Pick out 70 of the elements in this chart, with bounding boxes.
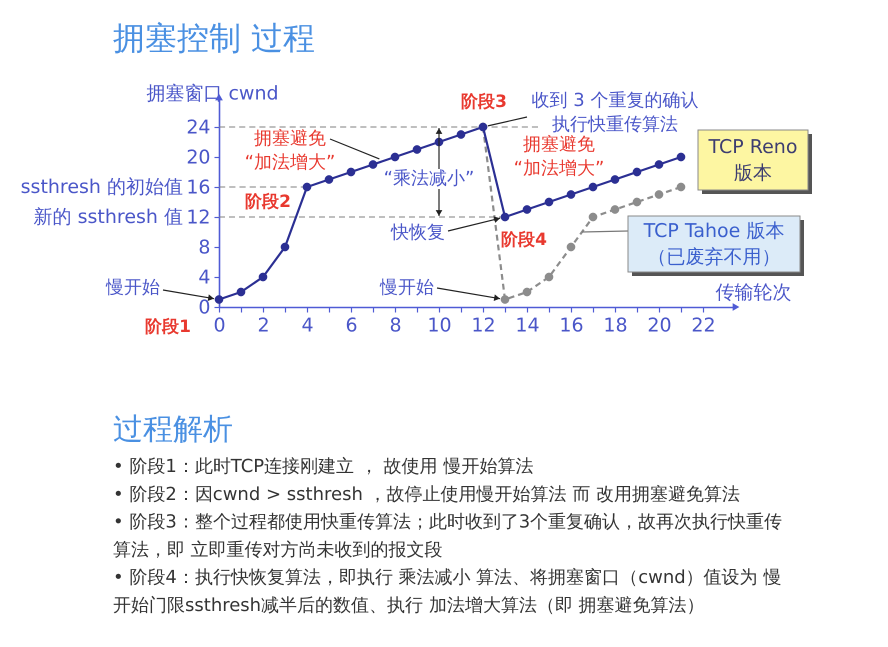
point — [544, 198, 554, 206]
x-tick-label: 14 — [515, 314, 540, 336]
chart-title: 拥塞控制 过程 — [113, 19, 316, 57]
annotation: 阶段3 — [461, 92, 507, 112]
series-label: TCP Reno 版本 — [708, 136, 798, 184]
y-tick-label: 24 — [186, 116, 210, 138]
point — [324, 175, 334, 184]
x-tick-label: 2 — [257, 314, 270, 336]
x-tick-label: 4 — [301, 314, 314, 336]
point — [654, 190, 664, 199]
point — [214, 295, 224, 304]
text: • 阶段3：整个过程都使用快重传算法；此时收到了3个重复确认，故再次执行快重传算法，即 立即重传对方尚未收到的报文段 — [113, 512, 782, 560]
point — [236, 288, 246, 296]
point — [632, 198, 642, 206]
x-tick-label: 20 — [647, 314, 672, 336]
x-tick-label: 22 — [691, 314, 716, 336]
x-tick-label: 12 — [471, 314, 496, 336]
point — [500, 212, 510, 222]
annotation: ssthresh 的初始值 — [20, 176, 183, 198]
text: • 阶段4：执行快恢复算法，即执行 乘法减小 算法、将拥塞窗口（cwnd）值设为 慢开始门限ssthresh减半后的数值、执行 加法增大算法（即 拥塞避免算法） — [113, 567, 782, 616]
series-label: TCP Tahoe 版本（已废弃不用） — [642, 220, 784, 268]
point — [412, 145, 422, 154]
point — [522, 288, 532, 296]
annotation: 快恢复 — [390, 222, 445, 243]
point — [610, 205, 620, 214]
point — [302, 182, 312, 192]
x-tick-label: 18 — [603, 314, 628, 336]
text: • 阶段1：此时TCP连接刚建立 ， 故使用 慢开始算法 — [113, 456, 534, 477]
point — [456, 130, 466, 139]
annotation: 新的 ssthresh 值 — [34, 206, 183, 228]
text: 过程解析 — [113, 412, 233, 447]
x-tick-label: 16 — [559, 314, 584, 336]
x-tick-label: 8 — [389, 314, 402, 336]
annotation: 拥塞避免 “加法增大” — [514, 134, 604, 179]
annotation: 拥塞避免 “加法增大” — [244, 128, 336, 173]
point — [676, 182, 686, 192]
text: • 阶段2：因cwnd > ssthresh ，故停止使用慢开始算法 而 改用拥塞避免算法 — [113, 484, 740, 505]
annotation: 阶段4 — [501, 230, 548, 250]
point — [566, 242, 576, 252]
x-tick-label: 6 — [345, 314, 358, 336]
annotation: 收到 3 个重复的确认执行快重传算法 — [532, 90, 698, 135]
point — [346, 168, 356, 176]
point — [368, 160, 378, 169]
point — [654, 160, 664, 169]
point — [588, 182, 598, 192]
y-tick-label: 8 — [198, 236, 210, 258]
x-tick-label: 10 — [427, 314, 452, 336]
y-tick-label: 4 — [198, 266, 210, 288]
point — [544, 272, 554, 282]
annotation: 慢开始 — [379, 277, 434, 298]
point — [390, 152, 400, 162]
point — [258, 272, 268, 282]
y-tick-label: 16 — [186, 176, 210, 198]
y-tick-label: 12 — [186, 206, 210, 228]
point — [632, 168, 642, 176]
x-axis-title: 传输轮次 — [716, 282, 792, 304]
point — [588, 212, 598, 222]
annotation: 阶段2 — [245, 192, 291, 212]
point — [610, 175, 620, 184]
point — [676, 152, 686, 162]
annotation: “乘法减小” — [384, 168, 474, 189]
x-tick-label: 0 — [213, 314, 226, 336]
annotation: 慢开始 — [105, 277, 160, 298]
point — [280, 242, 290, 252]
point — [566, 190, 576, 199]
y-tick-label: 0 — [198, 296, 210, 318]
annotation: 阶段1 — [145, 317, 191, 337]
point — [522, 205, 532, 214]
point — [500, 295, 510, 304]
y-tick-label: 20 — [186, 146, 210, 168]
